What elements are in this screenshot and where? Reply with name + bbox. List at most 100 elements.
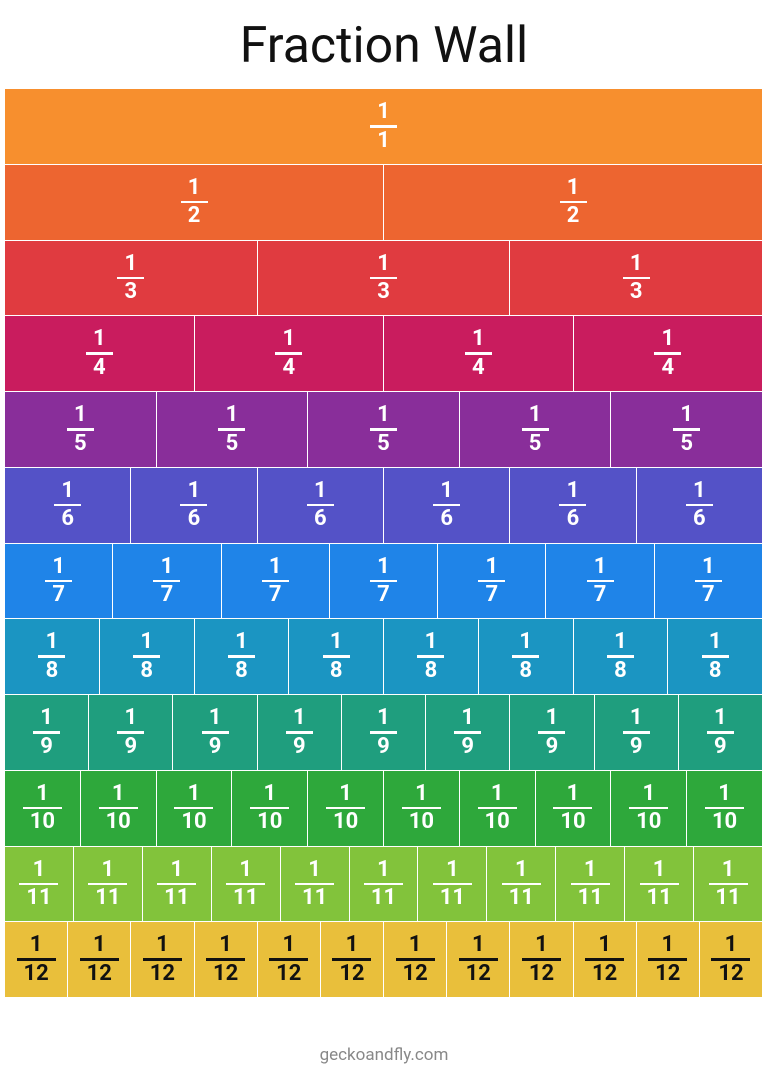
fraction-cell: 1 12 — [320, 922, 385, 998]
fraction-bar — [477, 806, 517, 810]
numerator: 1 — [187, 780, 201, 806]
fraction-bar — [157, 882, 197, 886]
fraction-cell: 1 12 — [5, 922, 69, 998]
denominator: 8 — [329, 657, 343, 683]
denominator: 6 — [440, 506, 453, 532]
fraction-cell: 1 11 — [280, 846, 350, 923]
fraction-bar — [180, 200, 208, 204]
numerator: 1 — [377, 250, 390, 276]
denominator: 5 — [73, 430, 87, 456]
fraction-bar — [559, 503, 587, 507]
numerator: 1 — [708, 629, 722, 655]
numerator: 1 — [339, 780, 352, 806]
numerator: 1 — [661, 932, 675, 958]
fraction-bar — [521, 958, 561, 961]
fraction-cell: 1 11 — [349, 846, 419, 923]
numerator: 1 — [92, 326, 106, 352]
fraction-bar — [606, 655, 634, 658]
numerator: 1 — [377, 553, 390, 579]
fraction-cell: 1 10 — [5, 770, 81, 847]
fraction-bar — [706, 731, 734, 734]
fraction-bar — [206, 958, 246, 961]
denominator: 12 — [465, 960, 491, 986]
denominator: 10 — [257, 809, 283, 835]
fraction-bar — [586, 579, 614, 583]
fraction-bar — [117, 731, 145, 734]
numerator: 1 — [490, 780, 504, 806]
denominator: 12 — [149, 960, 176, 986]
fraction-bar — [66, 428, 94, 431]
fraction-cell: 1 11 — [694, 846, 762, 923]
fraction-row: 1 10 1 10 1 10 1 10 1 10 1 10 1 10 1 10 1 10 1 10 — [5, 770, 762, 847]
fraction-bar — [201, 731, 229, 734]
denominator: 2 — [187, 203, 201, 229]
fraction-bar — [501, 882, 541, 886]
fraction-cell: 1 10 — [611, 770, 688, 847]
denominator: 6 — [187, 506, 201, 532]
fraction-bar — [369, 579, 397, 583]
denominator: 10 — [711, 809, 738, 835]
denominator: 8 — [140, 657, 153, 683]
numerator: 1 — [629, 250, 643, 276]
numerator: 1 — [485, 553, 499, 579]
fraction-bar — [33, 731, 61, 734]
fraction-bar — [478, 579, 506, 583]
numerator: 1 — [377, 99, 390, 125]
denominator: 6 — [61, 506, 74, 532]
denominator: 12 — [212, 960, 239, 986]
numerator: 1 — [424, 629, 438, 655]
numerator: 1 — [282, 326, 296, 352]
fraction-cell: 1 12 — [384, 922, 448, 998]
numerator: 1 — [345, 932, 359, 958]
denominator: 9 — [124, 733, 138, 759]
fraction-cell: 1 11 — [5, 846, 74, 923]
fraction-cell: 1 11 — [487, 846, 557, 923]
denominator: 7 — [268, 582, 282, 608]
denominator: 11 — [370, 885, 397, 911]
numerator: 1 — [514, 856, 528, 882]
denominator: 11 — [508, 885, 534, 911]
denominator: 7 — [593, 582, 607, 608]
numerator: 1 — [471, 932, 485, 958]
numerator: 1 — [308, 856, 321, 882]
numerator: 1 — [692, 477, 706, 503]
fraction-bar — [417, 655, 445, 658]
fraction-cell: 1 11 — [142, 846, 212, 923]
fraction-bar — [433, 503, 461, 507]
numerator: 1 — [140, 629, 153, 655]
denominator: 8 — [708, 657, 722, 683]
fraction-bar — [395, 958, 435, 961]
numerator: 1 — [593, 553, 607, 579]
numerator: 1 — [52, 553, 65, 579]
denominator: 9 — [461, 733, 475, 759]
denominator: 11 — [95, 885, 121, 911]
fraction-cell: 1 10 — [80, 770, 157, 847]
fraction-cell: 1 11 — [418, 846, 488, 923]
numerator: 1 — [408, 932, 422, 958]
numerator: 1 — [268, 553, 282, 579]
denominator: 3 — [629, 279, 643, 305]
fraction-bar — [295, 882, 335, 886]
numerator: 1 — [598, 932, 611, 958]
numerator: 1 — [92, 932, 106, 958]
fraction-cell: 1 12 — [257, 922, 321, 998]
fraction-bar — [117, 276, 145, 280]
numerator: 1 — [566, 477, 580, 503]
fraction-row: 1 12 1 12 1 12 1 12 1 12 1 12 1 12 1 12 1 12 1 12 1 12 1 12 — [5, 922, 763, 998]
